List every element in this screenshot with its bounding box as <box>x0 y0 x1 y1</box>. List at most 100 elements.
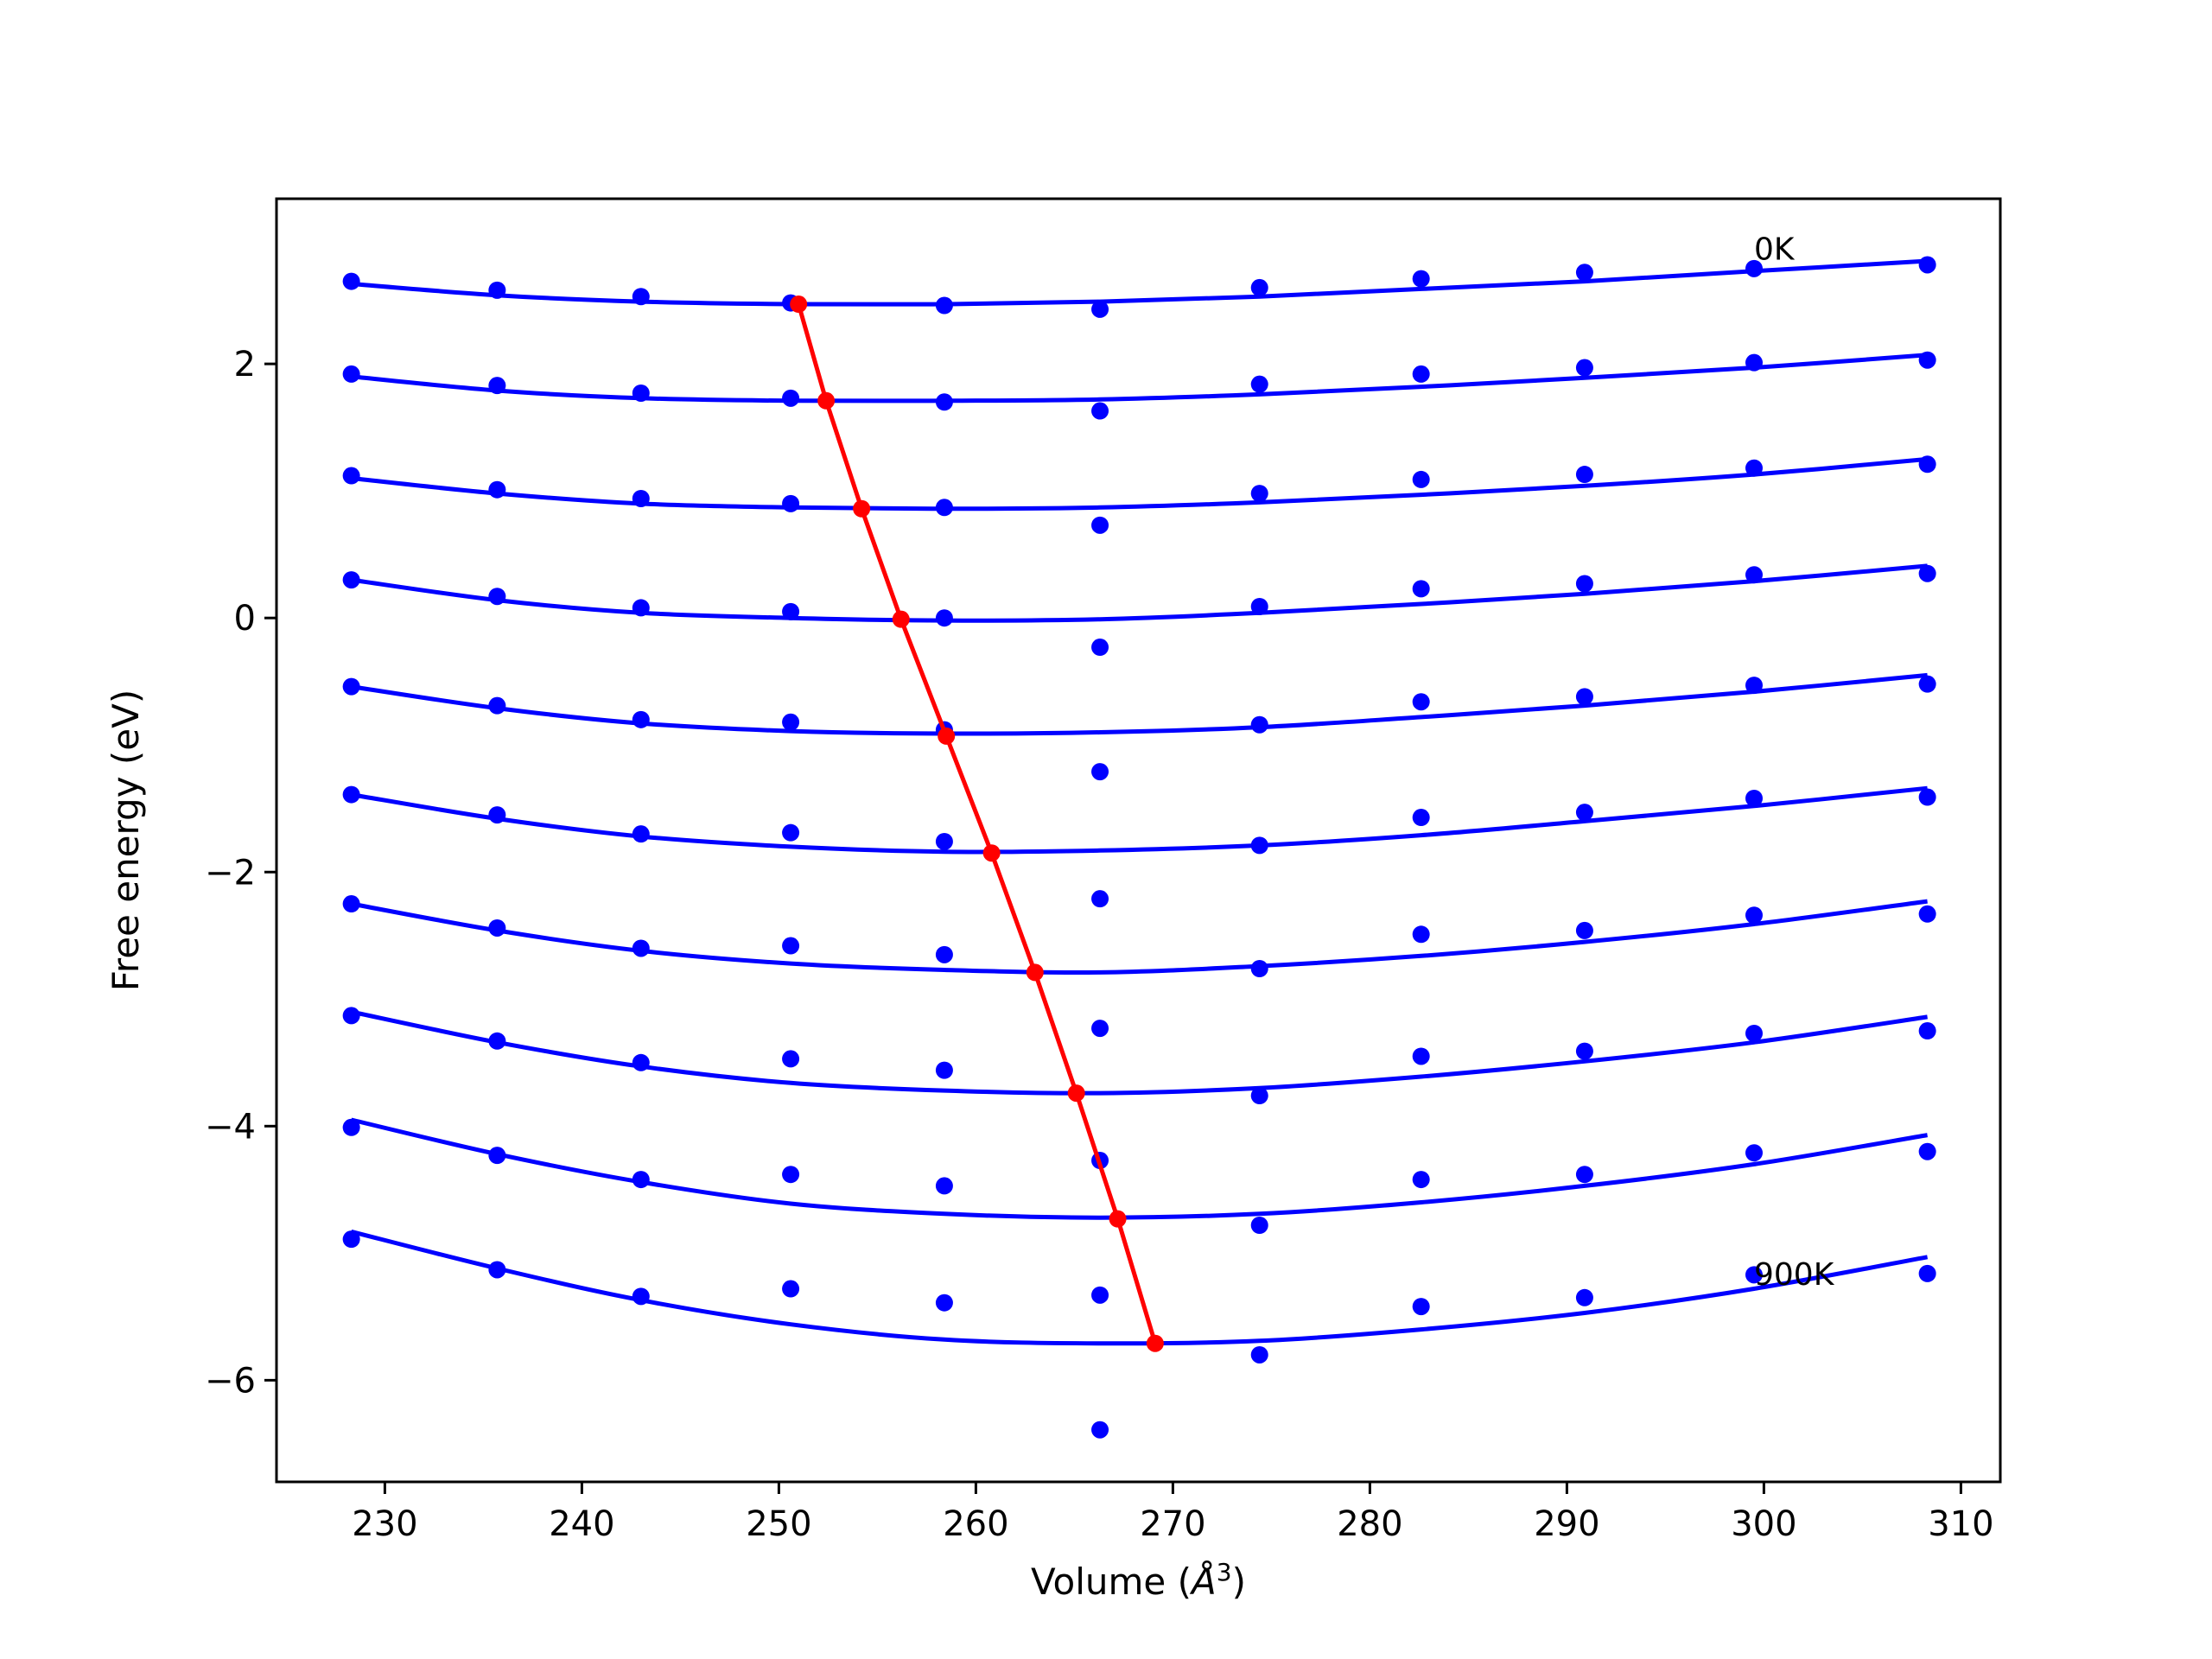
data-point-0-5 <box>1091 300 1109 318</box>
x-tick-label: 280 <box>1337 1504 1402 1544</box>
data-point-5-6 <box>1250 836 1268 855</box>
data-point-4-2 <box>632 710 650 728</box>
data-point-5-4 <box>935 832 953 850</box>
data-point-5-8 <box>1575 804 1593 822</box>
data-point-9-7 <box>1412 1298 1430 1316</box>
data-point-1-9 <box>1745 353 1763 372</box>
data-point-5-5 <box>1091 890 1109 908</box>
data-point-8-8 <box>1575 1166 1593 1184</box>
fit-curve-0 <box>351 258 1928 307</box>
data-point-3-5 <box>1091 639 1109 657</box>
data-point-5-1 <box>488 806 506 824</box>
data-point-6-4 <box>935 945 953 963</box>
data-point-0-10 <box>1918 256 1936 274</box>
data-point-4-6 <box>1250 715 1268 734</box>
data-point-3-10 <box>1918 564 1936 582</box>
x-axis-label-unit: Å <box>1189 1560 1217 1603</box>
data-point-3-4 <box>935 609 953 627</box>
data-point-5-3 <box>782 823 800 842</box>
data-point-4-8 <box>1575 688 1593 706</box>
data-point-3-6 <box>1250 597 1268 615</box>
minimum-point-9 <box>1146 1334 1164 1352</box>
data-point-8-3 <box>782 1166 800 1184</box>
data-point-4-7 <box>1412 693 1430 711</box>
data-point-8-5 <box>1091 1286 1109 1304</box>
x-tick-label: 310 <box>1928 1504 1993 1544</box>
data-point-5-0 <box>342 785 360 804</box>
data-point-3-8 <box>1575 575 1593 593</box>
x-tick-label: 230 <box>352 1504 417 1544</box>
fit-curve-5 <box>351 785 1928 855</box>
x-axis-label-text: Volume ( <box>1031 1560 1192 1603</box>
fitted-curves <box>350 258 1929 1346</box>
data-point-5-10 <box>1918 788 1936 806</box>
data-point-2-7 <box>1412 470 1430 488</box>
data-point-1-6 <box>1250 375 1268 393</box>
data-point-5-7 <box>1412 809 1430 827</box>
data-point-1-3 <box>782 389 800 407</box>
data-point-7-9 <box>1745 1024 1763 1042</box>
data-point-2-6 <box>1250 485 1268 503</box>
minimum-point-5 <box>982 844 1001 862</box>
annotation-0k: 0K <box>1754 232 1796 268</box>
plot-frame <box>275 197 2002 1484</box>
y-tick-label: 0 <box>234 599 256 639</box>
data-point-2-2 <box>632 489 650 507</box>
y-axis-ticks: −6 −4 −2 0 2 <box>205 345 276 1401</box>
data-point-4-5 <box>1091 763 1109 781</box>
data-point-6-6 <box>1250 960 1268 977</box>
data-point-0-6 <box>1250 278 1268 296</box>
annotation-900k: 900K <box>1754 1257 1835 1293</box>
data-point-0-1 <box>488 281 506 299</box>
data-point-1-10 <box>1918 351 1936 369</box>
x-axis-label-exponent: 3 <box>1217 1558 1232 1586</box>
data-point-7-3 <box>782 1050 800 1068</box>
data-point-2-0 <box>342 467 360 485</box>
data-point-7-1 <box>488 1032 506 1050</box>
fit-curve-1 <box>351 353 1928 404</box>
fit-curve-9 <box>350 1229 1929 1346</box>
temperature-annotations: 0K 900K <box>1754 232 1835 1294</box>
x-axis-label: Volume (Å3) <box>1031 1558 1246 1603</box>
minimum-point-7 <box>1067 1084 1085 1103</box>
data-point-9-4 <box>935 1294 953 1312</box>
data-point-8-9 <box>1745 1144 1763 1162</box>
y-tick-label: 2 <box>234 345 256 385</box>
minimum-point-8 <box>1109 1210 1127 1228</box>
data-point-7-6 <box>1250 1087 1268 1105</box>
data-point-0-4 <box>935 296 953 315</box>
x-tick-label: 240 <box>549 1504 614 1544</box>
data-point-3-0 <box>342 571 360 589</box>
data-point-4-10 <box>1918 675 1936 693</box>
minimum-point-0 <box>790 296 808 314</box>
minimum-point-4 <box>938 727 956 745</box>
data-point-6-10 <box>1918 905 1936 923</box>
data-point-7-7 <box>1412 1047 1430 1065</box>
data-point-9-9 <box>1745 1266 1763 1284</box>
x-tick-label: 260 <box>943 1504 1008 1544</box>
minimum-point-1 <box>817 391 836 410</box>
data-point-4-9 <box>1745 677 1763 695</box>
data-point-5-2 <box>632 825 650 843</box>
data-point-6-1 <box>488 918 506 937</box>
data-point-6-0 <box>342 895 360 913</box>
data-point-0-0 <box>342 272 360 290</box>
data-point-9-3 <box>782 1280 800 1298</box>
data-point-7-2 <box>632 1053 650 1071</box>
data-point-6-5 <box>1091 1020 1109 1038</box>
data-point-9-0 <box>342 1230 360 1249</box>
data-point-2-4 <box>935 499 953 517</box>
fit-curve-8 <box>351 1117 1929 1220</box>
data-point-9-6 <box>1250 1345 1268 1363</box>
data-point-7-10 <box>1918 1022 1936 1040</box>
data-point-8-6 <box>1250 1217 1268 1234</box>
data-point-4-1 <box>488 696 506 715</box>
x-axis-label-close: ) <box>1232 1560 1246 1603</box>
y-axis-label: Free energy (eV) <box>105 690 147 992</box>
fit-curve-3 <box>351 563 1928 623</box>
data-point-4-3 <box>782 713 800 731</box>
data-point-3-9 <box>1745 566 1763 584</box>
data-point-3-2 <box>632 599 650 617</box>
minimum-point-3 <box>892 610 910 628</box>
